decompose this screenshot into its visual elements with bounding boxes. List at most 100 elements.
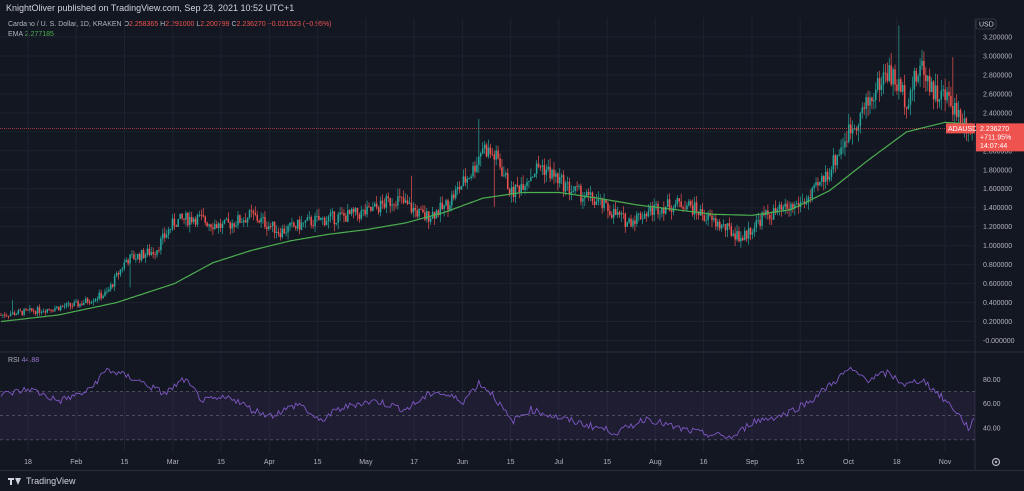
candle-body: [528, 180, 530, 183]
candle-body: [505, 173, 507, 176]
candle-body: [451, 194, 453, 206]
tradingview-brand[interactable]: TradingView: [8, 476, 76, 486]
candle-body: [813, 185, 815, 189]
candle-body: [901, 85, 904, 92]
candle-body: [869, 97, 871, 106]
candle-body: [634, 220, 636, 224]
candle-body: [905, 107, 908, 109]
candle-body: [699, 209, 702, 216]
candle-body: [449, 205, 451, 210]
candle-body: [379, 200, 382, 213]
candle-body: [626, 222, 628, 227]
candle-body: [582, 198, 584, 202]
candle-body: [661, 207, 663, 214]
candle-body: [647, 211, 650, 217]
candle-body: [620, 213, 623, 215]
candle-body: [643, 213, 646, 219]
candle-body: [221, 223, 224, 228]
time-axis-label: 15: [507, 459, 515, 466]
candle-body: [422, 209, 424, 213]
candle-body: [828, 176, 831, 180]
candle-body: [938, 99, 941, 102]
candle-body: [312, 225, 314, 227]
candle-body: [481, 148, 484, 154]
candle-body: [202, 215, 205, 217]
candle-body: [354, 207, 357, 213]
candle-body: [674, 203, 677, 208]
candle-body: [846, 141, 848, 143]
candle-body: [306, 217, 309, 221]
candle-body: [231, 223, 233, 229]
close-label: C: [231, 21, 237, 28]
candle-body: [493, 154, 496, 160]
candle-body: [830, 169, 833, 177]
candle-body: [214, 224, 216, 230]
candle-body: [333, 211, 336, 225]
candle-body: [474, 165, 476, 172]
time-axis-label: 15: [796, 459, 804, 466]
candle-body: [953, 102, 956, 115]
candle-body: [821, 176, 823, 182]
candle-body: [167, 229, 170, 235]
candle-body: [453, 194, 455, 199]
candle-body: [13, 312, 16, 315]
candle-body: [684, 208, 686, 210]
candle-body: [464, 176, 467, 183]
top-bar: KnightOliver published on TradingView.co…: [0, 0, 1024, 18]
ema-legend[interactable]: EMA 2.277185: [8, 31, 54, 38]
candle-body: [499, 158, 501, 168]
candle-body: [81, 303, 83, 305]
candle-body: [233, 223, 235, 227]
candle-body: [944, 89, 946, 101]
candle-body: [356, 207, 359, 215]
candle-body: [730, 226, 733, 236]
candle-body: [31, 308, 33, 311]
candle-body: [162, 233, 164, 239]
candle-body: [618, 212, 621, 215]
candle-body: [424, 212, 426, 220]
candle-body: [815, 182, 817, 186]
candle-body: [69, 303, 72, 307]
candle-body: [711, 215, 713, 221]
candle-body: [40, 312, 43, 313]
candle-body: [323, 217, 326, 226]
candle-body: [472, 165, 474, 177]
chart-canvas[interactable]: -0.000000 0.200000 0.400000 0.600000 0.80000…: [0, 0, 1024, 470]
candle-body: [691, 205, 694, 215]
rsi-legend[interactable]: RSI 44.88: [8, 357, 39, 364]
candle-body: [597, 199, 600, 202]
publisher-info: KnightOliver published on TradingView.co…: [6, 3, 295, 13]
candle-body: [886, 73, 889, 81]
candle-body: [715, 218, 717, 227]
candle-body: [688, 201, 690, 206]
candle-body: [129, 254, 131, 264]
candle-body: [352, 208, 355, 213]
settings-gear[interactable]: [991, 457, 1001, 467]
low-label: L: [196, 21, 201, 28]
candle-body: [645, 213, 648, 217]
time-axis-label: Oct: [843, 459, 854, 466]
candle-body: [514, 184, 517, 198]
candle-body: [911, 89, 914, 91]
candle-body: [331, 211, 334, 213]
candle-body: [443, 205, 445, 209]
candle-body: [429, 218, 432, 222]
candle-body: [310, 216, 312, 226]
candle-body: [123, 262, 126, 269]
candle-body: [832, 155, 835, 170]
candle-body: [121, 268, 124, 270]
candle-body: [892, 69, 894, 85]
price-axis-label: 1.600000: [983, 186, 1012, 193]
candle-body: [726, 223, 729, 231]
currency-badge[interactable]: USD: [975, 18, 997, 30]
candle-body: [177, 218, 180, 227]
candle-body: [740, 237, 742, 242]
candle-body: [516, 184, 519, 187]
close-value: 2.236270: [236, 21, 266, 28]
candle-body: [532, 176, 534, 178]
candle-body: [790, 203, 792, 211]
candle-body: [946, 91, 948, 101]
price-axis-label: 2.000000: [983, 148, 1012, 155]
symbol-title[interactable]: Cardano / U. S. Dollar, 1D, KRAKEN: [8, 21, 122, 28]
candle-body: [372, 206, 374, 211]
